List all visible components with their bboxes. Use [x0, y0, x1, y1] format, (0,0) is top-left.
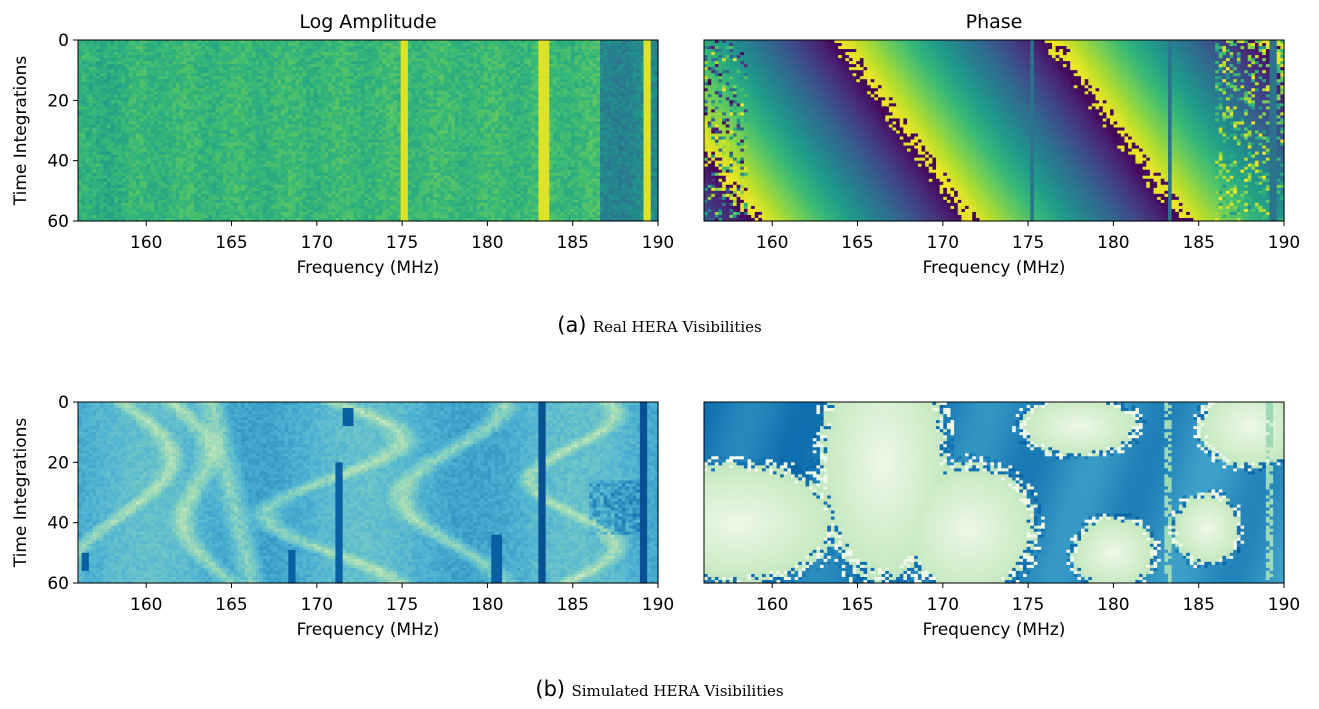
heatmap-panel-1: 160 165 170 175 180 185 1900204060Log Amplitud… [11, 11, 674, 278]
